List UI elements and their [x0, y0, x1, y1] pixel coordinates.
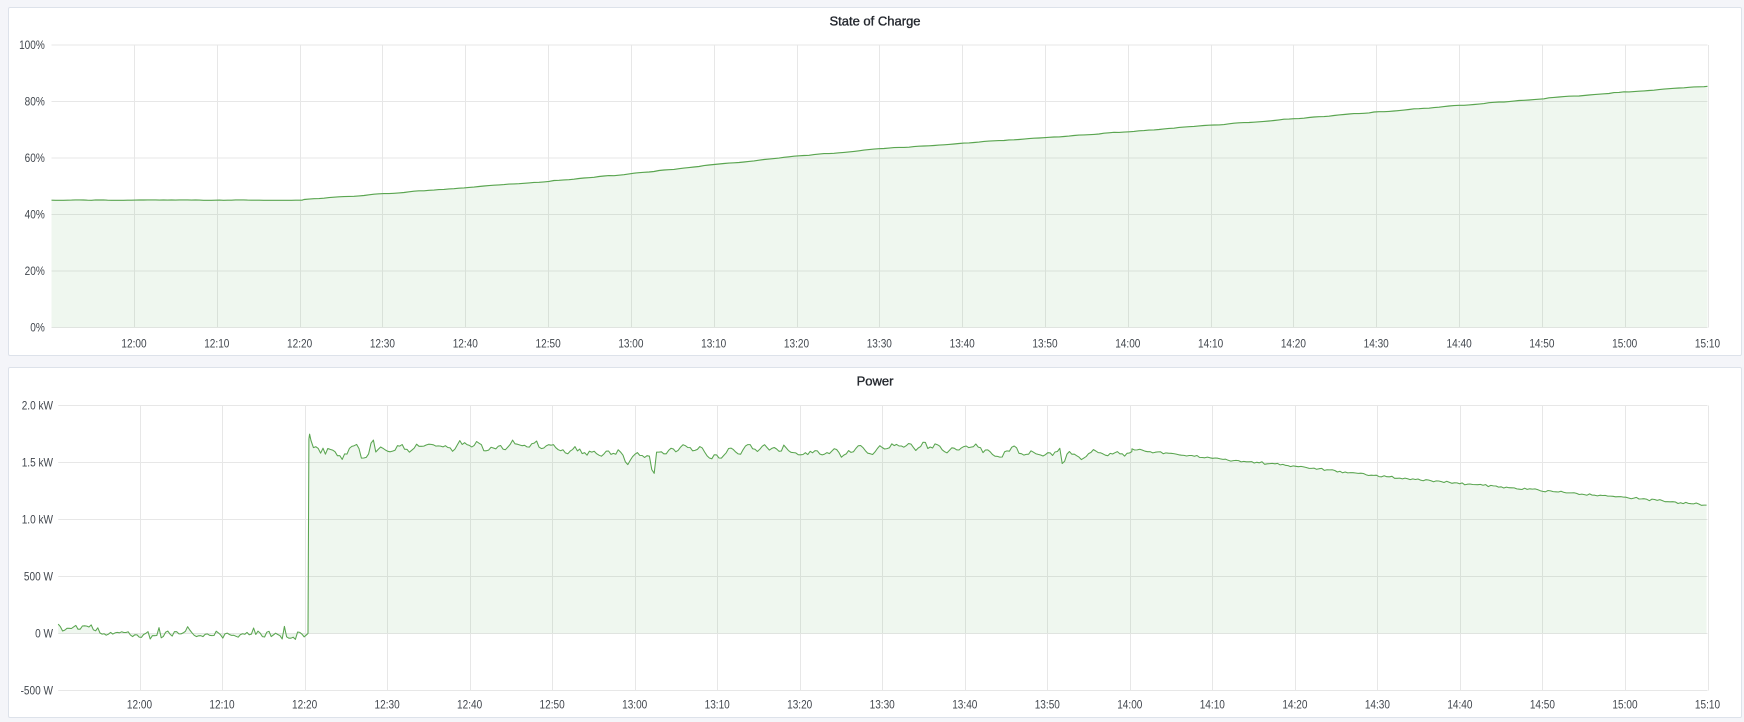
svg-text:13:40: 13:40	[952, 699, 977, 712]
svg-text:14:50: 14:50	[1530, 699, 1555, 712]
svg-text:12:00: 12:00	[127, 699, 152, 712]
svg-text:14:20: 14:20	[1281, 338, 1306, 351]
svg-text:15:10: 15:10	[1695, 338, 1720, 351]
svg-text:15:00: 15:00	[1612, 699, 1637, 712]
svg-text:Power: Power	[857, 374, 895, 389]
svg-text:14:00: 14:00	[1115, 338, 1140, 351]
svg-text:-500 W: -500 W	[21, 685, 54, 698]
svg-text:12:50: 12:50	[540, 699, 565, 712]
svg-text:13:20: 13:20	[787, 699, 812, 712]
svg-text:12:40: 12:40	[453, 338, 478, 351]
svg-text:13:50: 13:50	[1032, 338, 1057, 351]
svg-text:0 W: 0 W	[35, 628, 54, 641]
svg-text:14:10: 14:10	[1198, 338, 1223, 351]
svg-text:500 W: 500 W	[24, 571, 54, 584]
svg-text:15:00: 15:00	[1612, 338, 1637, 351]
svg-text:14:20: 14:20	[1282, 699, 1307, 712]
svg-text:12:10: 12:10	[209, 699, 234, 712]
svg-text:13:40: 13:40	[950, 338, 975, 351]
svg-text:0%: 0%	[30, 322, 45, 335]
svg-text:15:10: 15:10	[1695, 699, 1720, 712]
svg-text:13:50: 13:50	[1035, 699, 1060, 712]
svg-text:12:10: 12:10	[204, 338, 229, 351]
svg-text:40%: 40%	[25, 209, 45, 222]
svg-text:12:30: 12:30	[370, 338, 395, 351]
svg-text:13:20: 13:20	[784, 338, 809, 351]
svg-text:14:40: 14:40	[1447, 699, 1472, 712]
svg-text:13:30: 13:30	[870, 699, 895, 712]
svg-text:100%: 100%	[19, 40, 45, 53]
svg-text:14:10: 14:10	[1200, 699, 1225, 712]
svg-text:12:50: 12:50	[536, 338, 561, 351]
svg-text:80%: 80%	[25, 96, 45, 109]
svg-text:12:20: 12:20	[287, 338, 312, 351]
svg-text:State of Charge: State of Charge	[829, 14, 920, 29]
svg-text:1.0 kW: 1.0 kW	[22, 514, 54, 527]
svg-text:12:00: 12:00	[121, 338, 146, 351]
svg-text:12:30: 12:30	[375, 699, 400, 712]
svg-text:13:00: 13:00	[622, 699, 647, 712]
svg-text:14:30: 14:30	[1365, 699, 1390, 712]
svg-text:13:10: 13:10	[705, 699, 730, 712]
svg-text:13:30: 13:30	[867, 338, 892, 351]
svg-text:12:40: 12:40	[457, 699, 482, 712]
svg-text:14:00: 14:00	[1117, 699, 1142, 712]
svg-text:1.5 kW: 1.5 kW	[22, 457, 54, 470]
svg-text:14:50: 14:50	[1529, 338, 1554, 351]
svg-text:14:40: 14:40	[1447, 338, 1472, 351]
svg-text:20%: 20%	[25, 266, 45, 279]
svg-text:13:00: 13:00	[618, 338, 643, 351]
svg-text:60%: 60%	[25, 153, 45, 166]
svg-text:14:30: 14:30	[1364, 338, 1389, 351]
svg-text:12:20: 12:20	[292, 699, 317, 712]
svg-text:2.0 kW: 2.0 kW	[22, 400, 54, 413]
svg-text:13:10: 13:10	[701, 338, 726, 351]
